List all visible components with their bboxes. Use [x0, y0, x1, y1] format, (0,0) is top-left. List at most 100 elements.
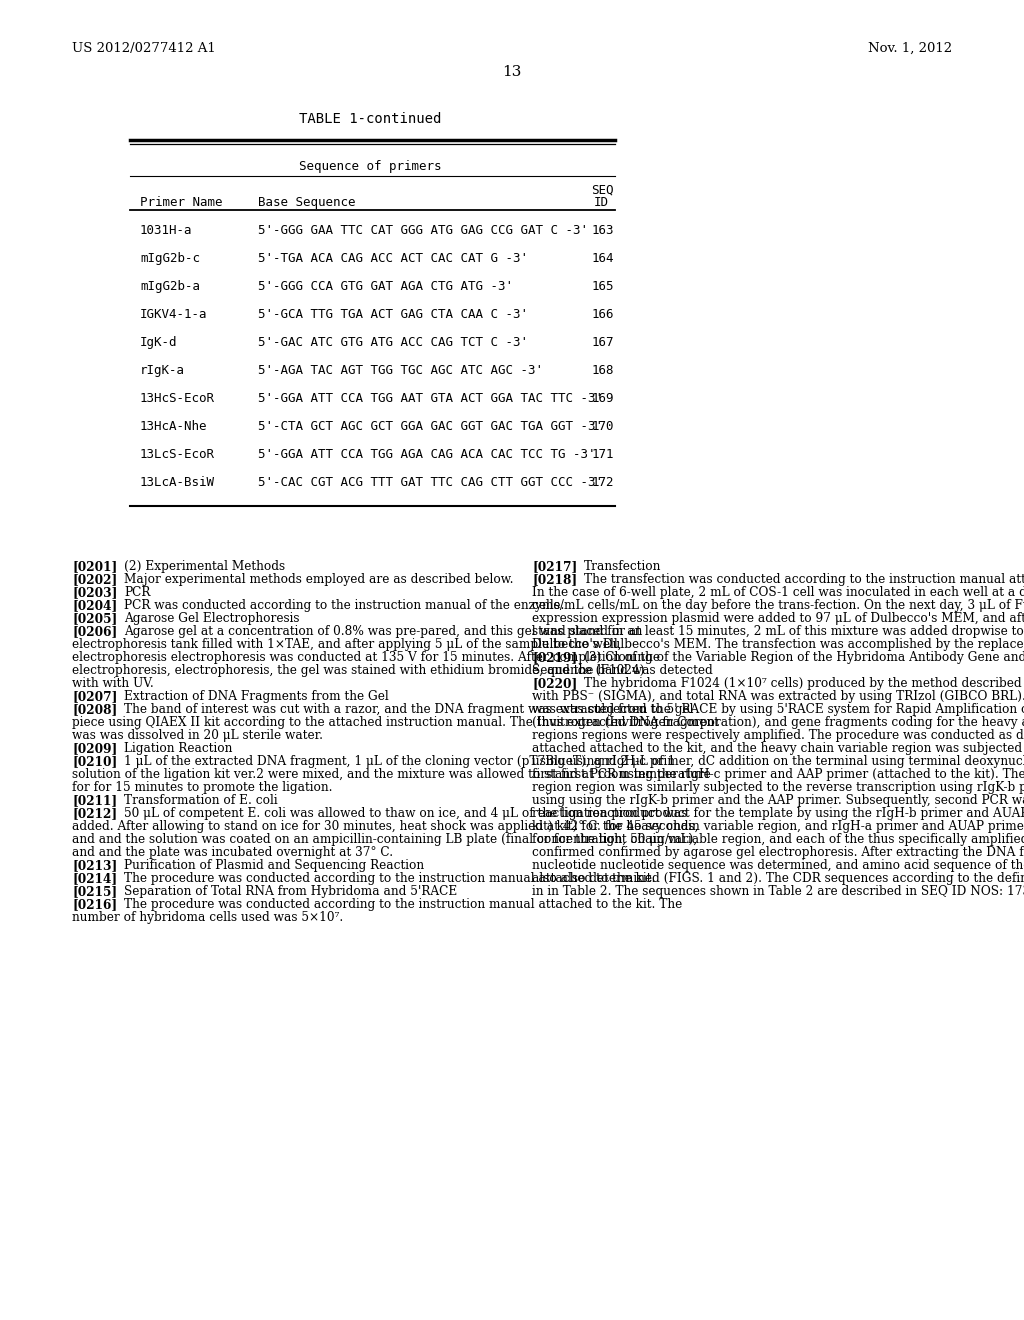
Text: regions regions were respectively amplified. The procedure was conducted as desc: regions regions were respectively amplif… [532, 729, 1024, 742]
Text: 13: 13 [503, 65, 521, 79]
Text: 164: 164 [592, 252, 614, 265]
Text: 13LcS-EcoR: 13LcS-EcoR [140, 447, 215, 461]
Text: [0205]: [0205] [72, 612, 118, 624]
Text: (3) Cloning of the Variable Region of the Hybridoma Antibody Gene and Determinat: (3) Cloning of the Variable Region of th… [584, 651, 1024, 664]
Text: [0212]: [0212] [72, 807, 117, 820]
Text: electrophoresis, electrophoresis, the gel was stained with ethidium bromide, and: electrophoresis, electrophoresis, the ge… [72, 664, 713, 677]
Text: 166: 166 [592, 308, 614, 321]
Text: 13HcA-Nhe: 13HcA-Nhe [140, 420, 208, 433]
Text: 50 μL of competent E. coli was allowed to thaw on ice, and 4 μL of the ligation : 50 μL of competent E. coli was allowed t… [124, 807, 687, 820]
Text: [0207]: [0207] [72, 690, 118, 704]
Text: 171: 171 [592, 447, 614, 461]
Text: with PBS⁻ (SIGMA), and total RNA was extracted by using TRIzol (GIBCO BRL). Next: with PBS⁻ (SIGMA), and total RNA was ext… [532, 690, 1024, 704]
Text: 165: 165 [592, 280, 614, 293]
Text: 5'-GCA TTG TGA ACT GAG CTA CAA C -3': 5'-GCA TTG TGA ACT GAG CTA CAA C -3' [258, 308, 528, 321]
Text: 169: 169 [592, 392, 614, 405]
Text: mIgG2b-c: mIgG2b-c [140, 252, 200, 265]
Text: [0216]: [0216] [72, 898, 117, 911]
Text: Nov. 1, 2012: Nov. 1, 2012 [868, 42, 952, 55]
Text: for for the light chain variable region, and each of the thus specifically ampli: for for the light chain variable region,… [532, 833, 1024, 846]
Text: Agarose Gel Electrophoresis: Agarose Gel Electrophoresis [124, 612, 299, 624]
Text: 5'-GGA ATT CCA TGG AAT GTA ACT GGA TAC TTC -3': 5'-GGA ATT CCA TGG AAT GTA ACT GGA TAC T… [258, 392, 603, 405]
Text: and and the solution was coated on an ampicillin-containing LB plate (final conc: and and the solution was coated on an am… [72, 833, 697, 846]
Text: rIgK-a: rIgK-a [140, 364, 185, 378]
Text: cells/mL cells/mL on the day before the trans-fection. On the next day, 3 μL of : cells/mL cells/mL on the day before the … [532, 599, 1024, 612]
Text: attached attached to the kit, and the heavy chain variable region was subjected : attached attached to the kit, and the he… [532, 742, 1024, 755]
Text: ID: ID [594, 195, 609, 209]
Text: [0204]: [0204] [72, 599, 118, 612]
Text: also also determined (FIGS. 1 and 2). The CDR sequences according to the definit: also also determined (FIGS. 1 and 2). Th… [532, 873, 1024, 884]
Text: 5'-CTA GCT AGC GCT GGA GAC GGT GAC TGA GGT -3': 5'-CTA GCT AGC GCT GGA GAC GGT GAC TGA G… [258, 420, 603, 433]
Text: 167: 167 [592, 337, 614, 348]
Text: [0218]: [0218] [532, 573, 578, 586]
Text: IgK-d: IgK-d [140, 337, 177, 348]
Text: The band of interest was cut with a razor, and the DNA fragment was extracted fr: The band of interest was cut with a razo… [124, 704, 693, 715]
Text: The procedure was conducted according to the instruction manual attached to the : The procedure was conducted according to… [124, 898, 682, 911]
Text: Purification of Plasmid and Sequencing Reaction: Purification of Plasmid and Sequencing R… [124, 859, 424, 873]
Text: [0203]: [0203] [72, 586, 118, 599]
Text: 168: 168 [592, 364, 614, 378]
Text: (2) Experimental Methods: (2) Experimental Methods [124, 560, 285, 573]
Text: [0202]: [0202] [72, 573, 118, 586]
Text: Transfection: Transfection [584, 560, 662, 573]
Text: 5'-GGG GAA TTC CAT GGG ATG GAG CCG GAT C -3': 5'-GGG GAA TTC CAT GGG ATG GAG CCG GAT C… [258, 224, 588, 238]
Text: nucleotide nucleotide sequence was determined, and amino acid sequence of the co: nucleotide nucleotide sequence was deter… [532, 859, 1024, 873]
Text: PCR: PCR [124, 586, 151, 599]
Text: (Invitrogen (Invitrogen Corporation), and gene fragments coding for the heavy an: (Invitrogen (Invitrogen Corporation), an… [532, 715, 1024, 729]
Text: reaction reaction product for the template by using the rIgH-b primer and AUAP p: reaction reaction product for the templa… [532, 807, 1024, 820]
Text: [0214]: [0214] [72, 873, 117, 884]
Text: Ligation Reaction: Ligation Reaction [124, 742, 232, 755]
Text: 13HcS-EcoR: 13HcS-EcoR [140, 392, 215, 405]
Text: Sequence of primers: Sequence of primers [299, 160, 441, 173]
Text: added. After allowing to stand on ice for 30 minutes, heat shock was applied at : added. After allowing to stand on ice fo… [72, 820, 698, 833]
Text: Dulbecco's Dulbecco's MEM. The transfection was accomplished by the replacement : Dulbecco's Dulbecco's MEM. The transfect… [532, 638, 1024, 651]
Text: [0217]: [0217] [532, 560, 578, 573]
Text: kit) kit) for the heavy chain variable region, and rIgH-a primer and AUAP primer: kit) kit) for the heavy chain variable r… [532, 820, 1024, 833]
Text: confirmed confirmed by agarose gel electrophoresis. After extracting the DNA fra: confirmed confirmed by agarose gel elect… [532, 846, 1024, 859]
Text: The procedure was conducted according to the instruction manual attached to the : The procedure was conducted according to… [124, 873, 655, 884]
Text: [0219]: [0219] [532, 651, 578, 664]
Text: 5'-AGA TAC AGT TGG TGC AGC ATC AGC -3': 5'-AGA TAC AGT TGG TGC AGC ATC AGC -3' [258, 364, 543, 378]
Text: Separation of Total RNA from Hybridoma and 5'RACE: Separation of Total RNA from Hybridoma a… [124, 884, 458, 898]
Text: The hybridoma F1024 (1×10⁷ cells) produced by the method described in WO02/42333: The hybridoma F1024 (1×10⁷ cells) produc… [584, 677, 1024, 690]
Text: Extraction of DNA Fragments from the Gel: Extraction of DNA Fragments from the Gel [124, 690, 389, 704]
Text: Base Sequence: Base Sequence [258, 195, 355, 209]
Text: 5'-TGA ACA CAG ACC ACT CAC CAT G -3': 5'-TGA ACA CAG ACC ACT CAC CAT G -3' [258, 252, 528, 265]
Text: [0206]: [0206] [72, 624, 118, 638]
Text: Agarose gel at a concentration of 0.8% was pre-pared, and this gel was placed in: Agarose gel at a concentration of 0.8% w… [124, 624, 642, 638]
Text: [0201]: [0201] [72, 560, 118, 573]
Text: for for 15 minutes to promote the ligation.: for for 15 minutes to promote the ligati… [72, 781, 333, 795]
Text: using using the rIgK-b primer and the AAP primer. Subsequently, second PCR was c: using using the rIgK-b primer and the AA… [532, 795, 1024, 807]
Text: [0210]: [0210] [72, 755, 118, 768]
Text: 5'-GGA ATT CCA TGG AGA CAG ACA CAC TCC TG -3': 5'-GGA ATT CCA TGG AGA CAG ACA CAC TCC T… [258, 447, 596, 461]
Text: mIgG2b-a: mIgG2b-a [140, 280, 200, 293]
Text: using using rIgH-c primer, dC addition on the terminal using terminal deoxynucle: using using rIgH-c primer, dC addition o… [532, 755, 1024, 768]
Text: SEQ: SEQ [591, 183, 613, 197]
Text: Major experimental methods employed are as described below.: Major experimental methods employed are … [124, 573, 513, 586]
Text: was was subjected to 5' RACE by using 5'RACE system for Rapid Amplification of c: was was subjected to 5' RACE by using 5'… [532, 704, 1024, 715]
Text: was was dissolved in 20 μL sterile water.: was was dissolved in 20 μL sterile water… [72, 729, 323, 742]
Text: 5'-GGG CCA GTG GAT AGA CTG ATG -3': 5'-GGG CCA GTG GAT AGA CTG ATG -3' [258, 280, 513, 293]
Text: solution of the ligation kit ver.2 were mixed, and the mixture was allowed to st: solution of the ligation kit ver.2 were … [72, 768, 711, 781]
Text: 5'-CAC CGT ACG TTT GAT TTC CAG CTT GGT CCC -3': 5'-CAC CGT ACG TTT GAT TTC CAG CTT GGT C… [258, 477, 603, 488]
Text: Primer Name: Primer Name [140, 195, 222, 209]
Text: in in Table 2. The sequences shown in Table 2 are described in SEQ ID NOS: 173 t: in in Table 2. The sequences shown in Ta… [532, 884, 1024, 898]
Text: region region was similarly subjected to the reverse transcription using rIgK-b : region region was similarly subjected to… [532, 781, 1024, 795]
Text: [0211]: [0211] [72, 795, 117, 807]
Text: [0213]: [0213] [72, 859, 118, 873]
Text: electrophoresis tank filled with 1×TAE, and after applying 5 μL of the sample to: electrophoresis tank filled with 1×TAE, … [72, 638, 622, 651]
Text: [0215]: [0215] [72, 884, 117, 898]
Text: [0209]: [0209] [72, 742, 118, 755]
Text: US 2012/0277412 A1: US 2012/0277412 A1 [72, 42, 216, 55]
Text: 13LcA-BsiW: 13LcA-BsiW [140, 477, 215, 488]
Text: electrophoresis electrophoresis was conducted at 135 V for 15 minutes. After com: electrophoresis electrophoresis was cond… [72, 651, 660, 664]
Text: expression expression plasmid were added to 97 μL of Dulbecco's MEM, and after a: expression expression plasmid were added… [532, 612, 1024, 624]
Text: 5'-GAC ATC GTG ATG ACC CAG TCT C -3': 5'-GAC ATC GTG ATG ACC CAG TCT C -3' [258, 337, 528, 348]
Text: The transfection was conducted according to the instruction manual attached to t: The transfection was conducted according… [584, 573, 1024, 586]
Text: 1031H-a: 1031H-a [140, 224, 193, 238]
Text: IGKV4-1-a: IGKV4-1-a [140, 308, 208, 321]
Text: Sequence (F1024): Sequence (F1024) [532, 664, 644, 677]
Text: piece using QIAEX II kit according to the attached instruction manual. The thus : piece using QIAEX II kit according to th… [72, 715, 719, 729]
Text: 170: 170 [592, 420, 614, 433]
Text: 172: 172 [592, 477, 614, 488]
